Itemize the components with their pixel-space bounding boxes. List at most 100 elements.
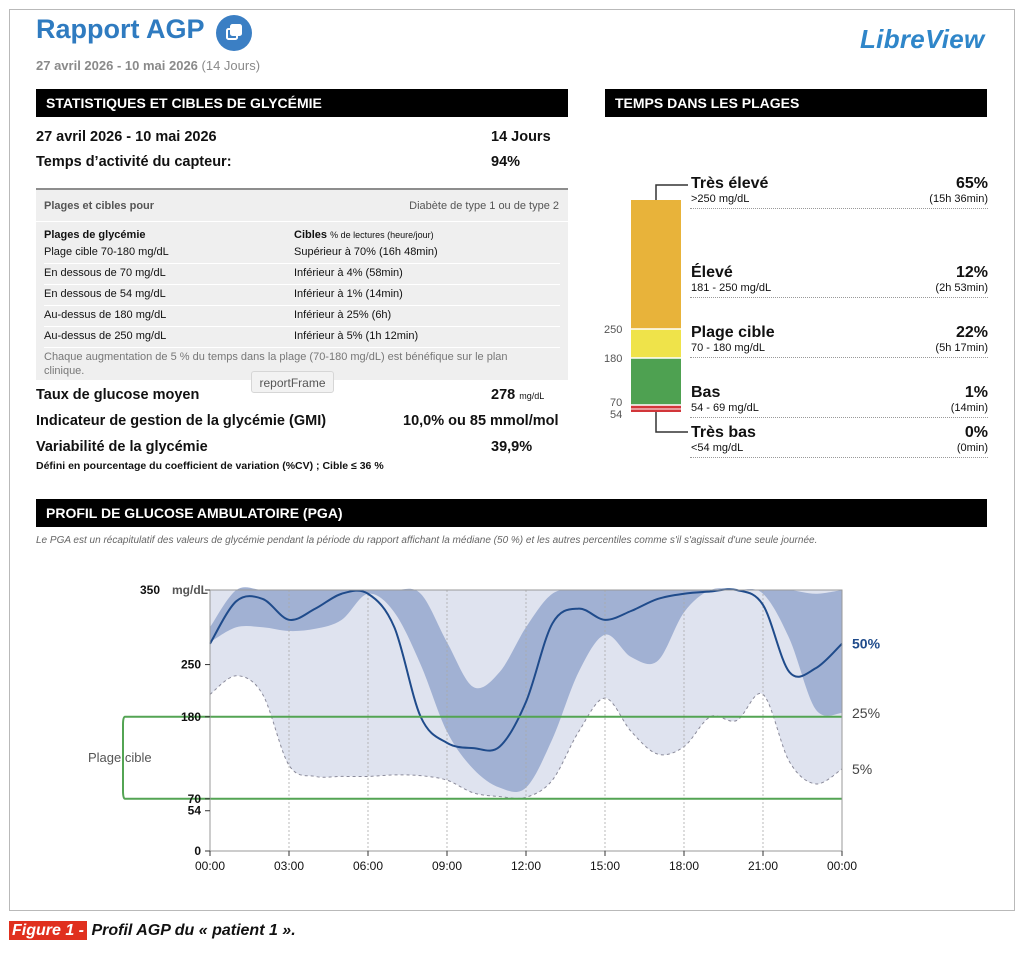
tir-label-very-high: Très élevé <box>691 175 769 192</box>
range-cell: Au-dessus de 180 mg/dL <box>44 309 167 321</box>
tir-axis-180: 180 <box>604 353 623 365</box>
mean-glucose-value-group: 278 mg/dL <box>491 387 544 403</box>
tir-divider <box>690 456 988 458</box>
table-row: Au-dessus de 180 mg/dL Inférieur à 25% (6… <box>44 305 560 327</box>
table-diabetes-type: Diabète de type 1 ou de type 2 <box>409 200 559 212</box>
mean-glucose-value: 278 <box>491 387 516 403</box>
tir-label-high: Élevé <box>691 264 733 281</box>
variability-note: Défini en pourcentage du coefficient de … <box>36 460 384 472</box>
variability-value: 39,9% <box>491 439 533 455</box>
gmi-label: Indicateur de gestion de la glycémie (GM… <box>36 413 327 429</box>
targets-table: Plages et cibles pour Diabète de type 1 … <box>36 188 568 380</box>
tir-time-very-high: (15h 36min) <box>929 193 988 205</box>
tir-time-very-low: (0min) <box>956 442 988 454</box>
tir-segment-high <box>631 329 681 358</box>
tir-label-low: Bas <box>691 384 721 401</box>
tir-axis-250: 250 <box>604 324 623 336</box>
tir-axis-70: 70 <box>610 397 623 409</box>
target-cell: Supérieur à 70% (16h 48min) <box>294 246 438 258</box>
target-cell: Inférieur à 4% (58min) <box>294 267 403 279</box>
target-range-label: Plage cible <box>88 750 152 765</box>
stats-heading: STATISTIQUES ET CIBLES DE GLYCÉMIE <box>36 89 568 117</box>
tir-time-low: (14min) <box>950 402 988 414</box>
range-cell: En dessous de 54 mg/dL <box>44 288 166 300</box>
tir-heading: TEMPS DANS LES PLAGES <box>605 89 987 117</box>
x-tick-label: 15:00 <box>590 859 620 873</box>
col-header-ranges: Plages de glycémie <box>44 229 146 241</box>
x-tick-label: 12:00 <box>511 859 541 873</box>
range-cell: Au-dessus de 250 mg/dL <box>44 330 167 342</box>
report-frame-tooltip: reportFrame <box>251 371 334 393</box>
target-cell: Inférieur à 25% (6h) <box>294 309 392 321</box>
tir-divider <box>690 207 988 209</box>
tir-axis-54: 54 <box>610 409 623 421</box>
tir-label-very-low: Très bas <box>691 424 756 441</box>
tir-pct-target: 22% <box>955 324 988 341</box>
y-tick-label: 180 <box>181 710 201 724</box>
col-header-targets: Cibles % de lectures (heure/jour) <box>294 229 434 241</box>
y-tick-label: 54 <box>188 804 202 818</box>
x-tick-label: 06:00 <box>353 859 383 873</box>
band-25-75 <box>210 587 842 792</box>
agp-description: Le PGA est un récapitulatif des valeurs … <box>36 535 818 546</box>
tir-divider <box>690 356 988 358</box>
brand-logo: LibreView <box>860 24 985 54</box>
table-row: En dessous de 54 mg/dL Inférieur à 1% (14… <box>44 284 560 306</box>
x-tick-label: 00:00 <box>827 859 857 873</box>
mean-glucose-unit: mg/dL <box>519 391 545 401</box>
tir-pct-very-high: 65% <box>955 175 988 192</box>
tir-time-target: (5h 17min) <box>935 342 988 354</box>
tir-range-very-low: <54 mg/dL <box>691 442 744 454</box>
tir-segment-target <box>631 358 681 405</box>
tir-pct-low: 1% <box>964 384 988 401</box>
tir-range-low: 54 - 69 mg/dL <box>691 402 759 414</box>
target-bracket <box>122 715 126 800</box>
tir-range-very-high: >250 mg/dL <box>691 193 750 205</box>
tir-range-high: 181 - 250 mg/dL <box>691 282 772 294</box>
target-cell: Inférieur à 1% (14min) <box>294 288 403 300</box>
figure-tag: Figure 1 - <box>9 921 88 940</box>
tir-range-target: 70 - 180 mg/dL <box>691 342 765 354</box>
date-range-text: 27 avril 2026 - 10 mai 2026 <box>36 58 198 73</box>
range-cell: En dessous de 70 mg/dL <box>44 267 166 279</box>
tir-segment-low <box>631 405 681 409</box>
x-tick-label: 00:00 <box>195 859 225 873</box>
table-title: Plages et cibles pour <box>44 200 155 212</box>
y-tick-label: 250 <box>181 658 201 672</box>
report-date-range: 27 avril 2026 - 10 mai 2026 (14 Jours) <box>36 58 260 73</box>
tir-divider <box>690 416 988 418</box>
target-cell: Inférieur à 5% (1h 12min) <box>294 330 419 342</box>
sensor-value: 94% <box>491 154 521 170</box>
y-tick-label: 350 <box>140 583 160 597</box>
percentile-label: 5% <box>852 761 872 777</box>
x-tick-label: 09:00 <box>432 859 462 873</box>
agp-heading: PROFIL DE GLUCOSE AMBULATOIRE (PGA) <box>36 499 987 527</box>
x-tick-label: 21:00 <box>748 859 778 873</box>
table-row: En dessous de 70 mg/dL Inférieur à 4% (58… <box>44 263 560 285</box>
y-tick-label: 70 <box>188 792 202 806</box>
table-row: Plage cible 70-180 mg/dL Supérieur à 70% … <box>44 242 560 264</box>
date-range-days: (14 Jours) <box>201 58 261 73</box>
sensor-label: Temps d’activité du capteur: <box>36 154 232 170</box>
tir-segment-very-high <box>631 200 681 329</box>
table-note: Chaque augmentation de 5 % du temps dans… <box>44 351 508 377</box>
tir-segment-very-low <box>631 409 681 412</box>
tir-divider <box>690 296 988 298</box>
mean-glucose-label: Taux de glucose moyen <box>36 387 200 403</box>
percentile-label: 50% <box>852 636 881 652</box>
gmi-value: 10,0% ou 85 mmol/mol <box>403 413 559 429</box>
x-tick-label: 03:00 <box>274 859 304 873</box>
variability-label: Variabilité de la glycémie <box>36 439 208 455</box>
period-value: 14 Jours <box>491 129 551 145</box>
y-tick-label: 0 <box>194 844 201 858</box>
range-cell: Plage cible 70-180 mg/dL <box>44 246 169 258</box>
x-tick-label: 18:00 <box>669 859 699 873</box>
col-header-targets-sub: % de lectures (heure/jour) <box>330 230 434 240</box>
percentile-label: 25% <box>852 705 880 721</box>
col-header-targets-main: Cibles <box>294 229 328 241</box>
copy-icon[interactable] <box>216 15 252 51</box>
tir-pct-high: 12% <box>955 264 988 281</box>
line-5th-percentile <box>209 675 843 799</box>
tir-label-target: Plage cible <box>691 324 775 341</box>
